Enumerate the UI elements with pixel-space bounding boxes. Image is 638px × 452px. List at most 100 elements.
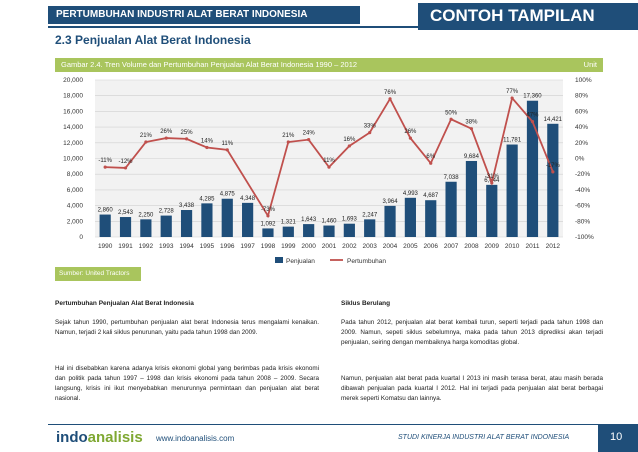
y-left-tick-label: 16,000 — [63, 108, 83, 115]
bar — [99, 214, 111, 237]
bar-value-label: 3,964 — [383, 199, 399, 205]
bar-value-label: 1,092 — [260, 221, 276, 227]
growth-point — [184, 137, 189, 141]
y-right-tick-label: 80% — [575, 93, 588, 100]
logo-part-a: indo — [56, 429, 88, 446]
bar-value-label: 4,875 — [220, 192, 236, 198]
bar-value-label: 7,038 — [444, 175, 460, 181]
header-title: PERTUMBUHAN INDUSTRI ALAT BERAT INDONESI… — [56, 9, 308, 20]
bar-value-label: 1,693 — [342, 217, 358, 223]
y-right-tick-label: -100% — [575, 234, 594, 241]
bar-value-label: 2,543 — [118, 210, 134, 216]
growth-point — [347, 144, 351, 148]
bar-value-label: 2,860 — [98, 208, 114, 214]
logo-part-b: analisis — [87, 429, 143, 446]
left-paragraph-2: Hal ini disebabkan karena adanya krisis … — [55, 365, 319, 402]
header-badge: CONTOH TAMPILAN — [430, 6, 595, 25]
chart-source-bar: Sumber: United Tractors — [55, 267, 141, 281]
bar-value-label: 14,421 — [544, 117, 563, 123]
bar-value-label: 9,684 — [464, 154, 480, 160]
growth-value-label: 25% — [181, 130, 194, 136]
growth-value-label: 26% — [404, 129, 417, 135]
growth-line — [105, 96, 554, 219]
bar-value-label: 2,728 — [159, 209, 175, 215]
footer: indoanalisis www.indoanalisis.com STUDI … — [0, 424, 638, 452]
growth-value-label: 76% — [384, 90, 397, 96]
x-tick-label: 1994 — [179, 243, 194, 250]
growth-point — [408, 136, 412, 140]
bar — [180, 210, 193, 237]
bar — [201, 203, 213, 237]
bar-value-label: 3,438 — [179, 203, 195, 209]
chart-caption: Gambar 2.4. Tren Volume dan Pertumbuhan … — [61, 60, 358, 69]
bar — [221, 198, 233, 237]
right-paragraph-1: Pada tahun 2012, penjualan alat berat ke… — [341, 319, 603, 346]
y-right-tick-label: 0% — [575, 156, 585, 163]
y-right-tick-label: 60% — [575, 108, 588, 115]
bar-value-label: 2,247 — [362, 212, 378, 218]
brand-logo[interactable]: indoanalisis — [56, 429, 143, 446]
x-tick-label: 1999 — [281, 243, 296, 250]
y-left-tick-label: 10,000 — [63, 156, 83, 163]
y-right-tick-label: 100% — [575, 77, 592, 84]
growth-point — [388, 97, 392, 101]
bar — [486, 184, 498, 237]
y-left-tick-label: 14,000 — [63, 124, 83, 131]
bar — [119, 217, 132, 237]
bar — [303, 224, 315, 237]
x-tick-label: 1998 — [261, 243, 276, 250]
bar — [526, 100, 539, 237]
bar — [404, 197, 416, 237]
growth-value-label: -17% — [546, 163, 561, 169]
x-tick-label: 2002 — [342, 243, 357, 250]
bar-value-label: 4,285 — [199, 196, 215, 202]
growth-value-label: 38% — [465, 120, 478, 126]
growth-point — [103, 165, 107, 169]
growth-point — [490, 181, 494, 185]
bar — [425, 200, 437, 237]
bar-value-label: 1,460 — [321, 219, 337, 225]
bar — [445, 181, 457, 237]
growth-value-label: 77% — [506, 89, 519, 95]
growth-value-label: 33% — [364, 124, 377, 130]
x-tick-label: 2004 — [383, 243, 398, 250]
growth-point — [123, 166, 128, 170]
legend-label-penjualan: Penjualan — [286, 258, 315, 265]
bar — [282, 226, 294, 237]
header-bar: PERTUMBUHAN INDUSTRI ALAT BERAT INDONESI… — [0, 0, 638, 30]
growth-point — [469, 127, 474, 131]
y-left-tick-label: 18,000 — [63, 93, 83, 100]
x-tick-label: 2009 — [485, 243, 500, 250]
y-left-tick-label: 8,000 — [67, 171, 84, 178]
growth-point — [510, 96, 514, 100]
growth-value-label: 26% — [160, 129, 173, 135]
growth-point — [307, 138, 311, 142]
legend-label-pertumbuhan: Pertumbuhan — [347, 258, 386, 265]
growth-point — [449, 117, 453, 121]
x-tick-label: 1990 — [98, 243, 113, 250]
x-tick-label: 1991 — [118, 243, 133, 250]
y-left-tick-label: 12,000 — [63, 140, 83, 147]
growth-value-label: -12% — [119, 159, 134, 165]
footer-divider — [48, 424, 638, 425]
growth-value-label: 11% — [221, 141, 233, 147]
bar — [160, 215, 172, 237]
bar — [242, 202, 254, 237]
bar — [384, 205, 396, 237]
y-right-tick-label: -80% — [575, 218, 590, 225]
left-paragraph-1: Sejak tahun 1990, pertumbuhan penjualan … — [55, 319, 319, 336]
chart-svg: 0 2,000 4,000 6,000 8,000 10,000 12,000 14,000 1… — [63, 77, 594, 265]
left-heading: Pertumbuhan Penjualan Alat Berat Indones… — [55, 300, 194, 307]
y-left-tick-label: 2,000 — [67, 218, 84, 225]
page-number: 10 — [610, 431, 623, 443]
x-tick-label: 1995 — [200, 243, 215, 250]
website-link[interactable]: www.indoanalisis.com — [156, 434, 235, 443]
bar — [547, 123, 559, 237]
bar — [343, 223, 355, 237]
growth-point — [225, 148, 229, 152]
growth-value-label: 16% — [343, 137, 356, 143]
growth-point — [286, 140, 290, 144]
bar-value-label: 4,993 — [403, 191, 419, 197]
growth-value-label: 21% — [140, 133, 153, 139]
